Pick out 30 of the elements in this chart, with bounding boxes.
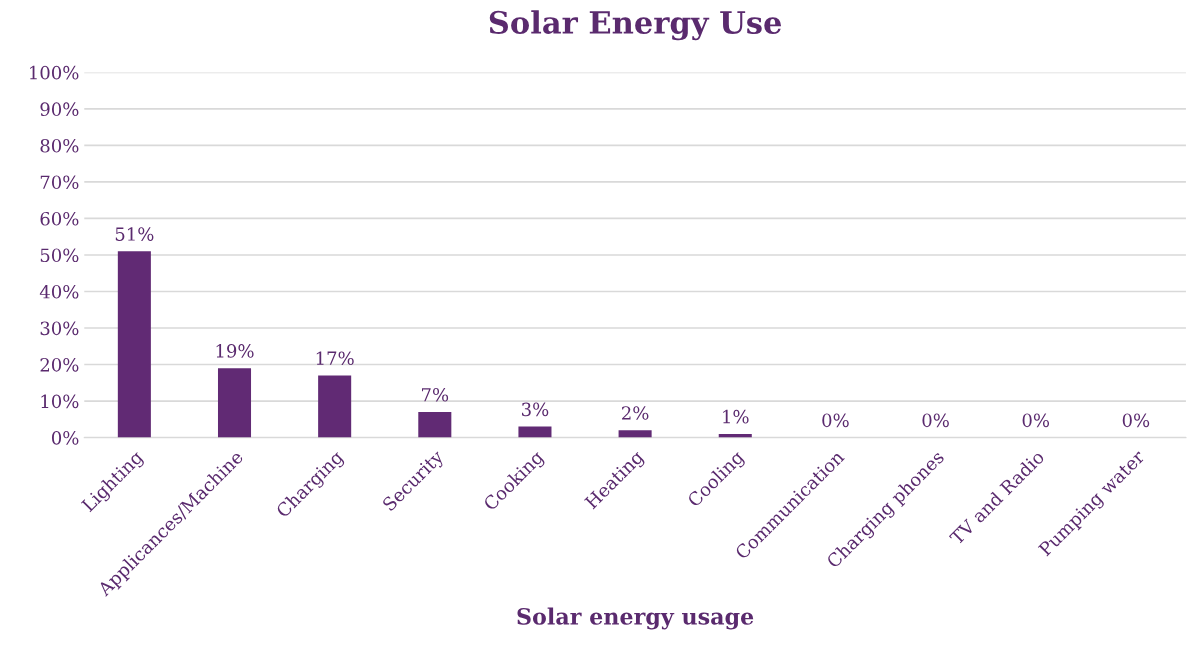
y-tick-label: 0% [51,431,79,445]
y-tick-label: 70% [40,175,79,190]
data-label: 0% [822,413,849,428]
data-label: 7% [422,387,449,402]
data-label: 0% [1122,413,1150,428]
bar [117,251,151,438]
y-tick-label: 80% [40,138,79,153]
data-label: 3% [522,402,549,417]
y-tick-label: 50% [40,248,79,263]
bar [618,430,652,438]
bar [318,375,352,438]
data-label: 2% [622,406,649,420]
y-tick-label: 30% [40,321,79,336]
y-tick-label: 10% [41,394,79,409]
x-axis-title: Solar energy usage [517,607,754,630]
data-label: 1% [723,409,749,424]
data-label: 0% [922,413,949,428]
y-tick-label: 100% [30,65,79,80]
data-label: 19% [216,344,254,358]
bar [217,368,252,438]
y-tick-label: 40% [39,284,79,299]
data-label: 51% [115,227,154,241]
y-tick-label: 90% [40,102,79,117]
y-tick-label: 20% [40,357,79,372]
y-tick-label: 60% [40,211,79,226]
bar [418,412,452,438]
data-label: 0% [1022,413,1050,428]
data-label: 17% [316,351,354,366]
bar [518,426,552,438]
chart-title: Solar Energy Use [489,10,782,41]
